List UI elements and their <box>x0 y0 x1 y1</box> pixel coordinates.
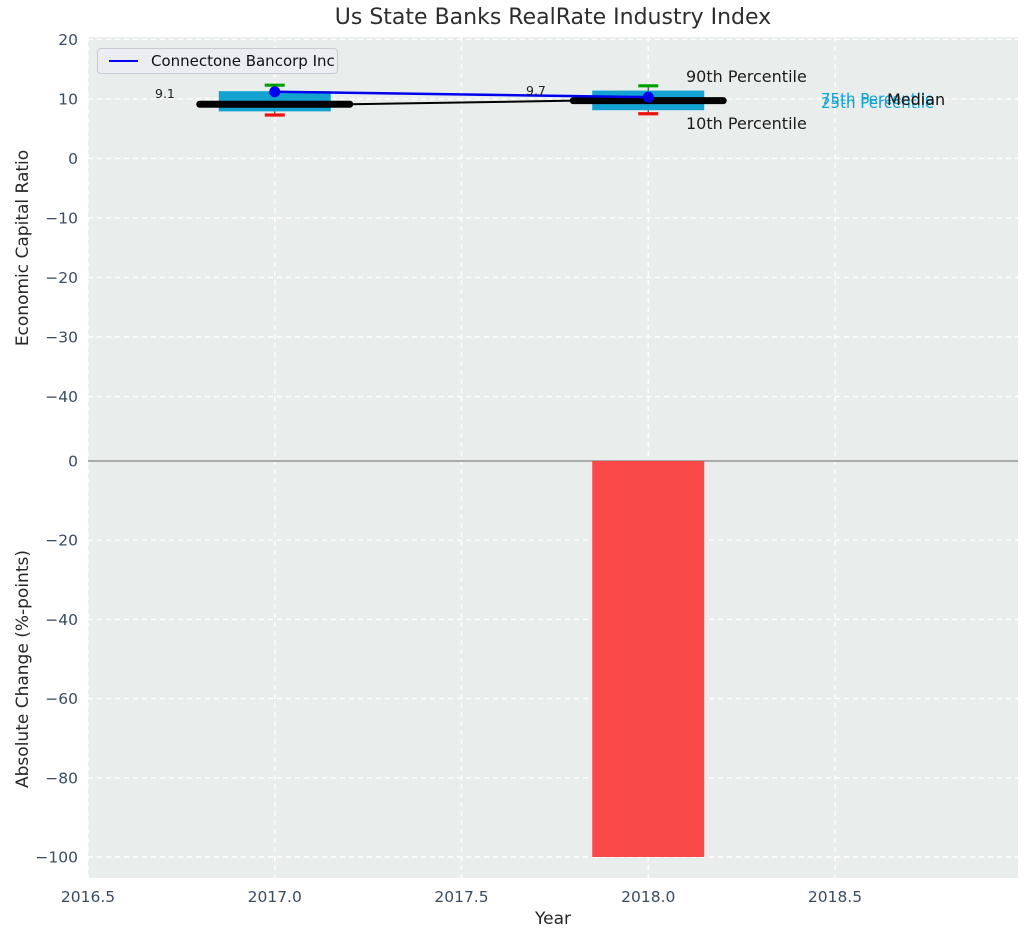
median-value-label-2017: 9.1 <box>155 86 175 101</box>
y-axis-label-top-wrap: Economic Capital Ratio <box>0 37 46 459</box>
y-tick-label-bottom: −80 <box>45 769 78 787</box>
y-tick-label-bottom: 0 <box>68 452 78 470</box>
legend-entry: Connectone Bancorp Inc <box>151 52 335 70</box>
y-tick-label-top: −20 <box>45 269 78 287</box>
plot-background <box>88 37 1018 878</box>
company-series-marker <box>269 86 281 98</box>
y-tick-label-bottom: −60 <box>45 690 78 708</box>
change-bar <box>592 460 705 858</box>
y-tick-label-top: −40 <box>45 388 78 406</box>
y-axis-label-bottom-wrap: Absolute Change (%-points) <box>0 459 46 878</box>
y-tick-label-top: −30 <box>45 328 78 346</box>
y-tick-label-top: 20 <box>58 31 78 49</box>
annotation-75th-percentile: 75th Percentile <box>821 90 935 108</box>
annotation-25th-percentile: 25th Percentile <box>821 94 935 112</box>
x-tick-label: 2018.5 <box>808 888 862 906</box>
annotation-median: Median <box>887 90 946 109</box>
y-tick-label-bottom: −100 <box>35 849 78 867</box>
y-axis-label-top: Economic Capital Ratio <box>13 149 34 347</box>
annotation-10th-percentile: 10th Percentile <box>686 114 807 133</box>
legend: Connectone Bancorp Inc <box>97 48 338 74</box>
x-tick-label: 2017.0 <box>248 888 302 906</box>
annotation-90th-percentile: 90th Percentile <box>686 67 807 86</box>
x-tick-label: 2016.5 <box>61 888 115 906</box>
median-value-label-2018: 9.7 <box>526 83 546 98</box>
y-tick-label-bottom: −40 <box>45 611 78 629</box>
median-connector-line <box>349 99 574 106</box>
x-tick-label: 2018.0 <box>621 888 675 906</box>
y-axis-label-bottom: Absolute Change (%-points) <box>13 549 33 788</box>
x-axis-label: Year <box>535 909 571 929</box>
company-series-marker <box>642 91 654 103</box>
legend-line-swatch <box>109 60 138 62</box>
chart-title: Us State Banks RealRate Industry Index <box>334 5 772 30</box>
y-tick-label-top: −10 <box>45 209 78 227</box>
y-tick-label-bottom: −20 <box>45 532 78 550</box>
company-series-line <box>274 90 649 99</box>
y-tick-label-top: 10 <box>58 90 78 108</box>
x-tick-label: 2017.5 <box>434 888 488 906</box>
y-tick-label-top: 0 <box>68 150 78 168</box>
